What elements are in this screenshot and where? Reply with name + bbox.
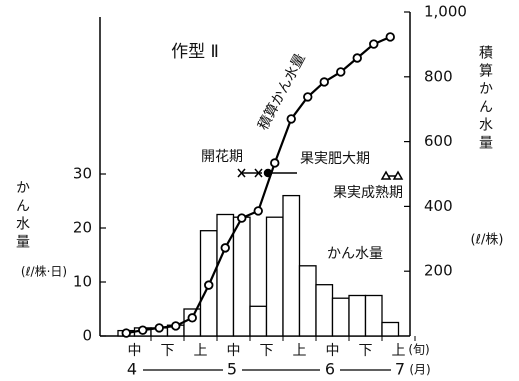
line-point bbox=[319, 77, 329, 87]
annotation: 開花期 bbox=[201, 149, 243, 165]
bar bbox=[216, 213, 235, 337]
y-tick-label: 0 bbox=[82, 327, 92, 345]
stage-markers bbox=[237, 168, 404, 180]
x-tick-label: 中 bbox=[227, 343, 241, 359]
line-point bbox=[138, 325, 148, 335]
month-label: 6 bbox=[325, 360, 335, 379]
series-label: 積算かん水量 bbox=[255, 51, 309, 133]
month-unit: (月) bbox=[409, 363, 430, 377]
y2-tick-label: 200 bbox=[424, 262, 453, 280]
bar bbox=[364, 294, 383, 337]
x-tick-label: 中 bbox=[326, 343, 340, 359]
y-tick-label: 10 bbox=[73, 273, 92, 291]
bar bbox=[298, 265, 317, 337]
month-label: 4 bbox=[127, 360, 137, 379]
line-point bbox=[121, 328, 131, 338]
y-tick-label: 20 bbox=[73, 219, 92, 237]
line-point bbox=[286, 114, 296, 124]
x-tick-label: 下 bbox=[260, 343, 274, 359]
y-axis-unit: (ℓ/株·日) bbox=[21, 264, 67, 279]
annotation: 果実肥大期 bbox=[300, 151, 370, 167]
chart-title: 作型 Ⅱ bbox=[171, 42, 219, 62]
x-tick-label: 上 bbox=[194, 343, 208, 359]
y2-axis-unit: (ℓ/株) bbox=[471, 233, 504, 248]
bar bbox=[348, 294, 367, 337]
line-point bbox=[154, 323, 164, 333]
bar bbox=[315, 284, 334, 337]
line-point bbox=[385, 32, 395, 42]
line-point bbox=[204, 280, 214, 290]
x-tick-label: 下 bbox=[359, 343, 373, 359]
x-tick-label: 上 bbox=[293, 343, 307, 359]
bar bbox=[381, 321, 400, 337]
month-label: 7 bbox=[395, 360, 405, 379]
x-tick-label: 中 bbox=[128, 343, 142, 359]
y2-tick-label: 800 bbox=[424, 67, 453, 85]
x-axis-unit: (旬) bbox=[408, 343, 429, 357]
y2-axis-label: 積算かん水量 bbox=[477, 45, 493, 153]
y2-tick-label: 600 bbox=[424, 132, 453, 150]
x-tick-label: 下 bbox=[161, 343, 175, 359]
line-point bbox=[171, 321, 181, 331]
bar bbox=[232, 216, 251, 337]
bar bbox=[282, 194, 301, 337]
y2-tick-label: 400 bbox=[424, 197, 453, 215]
x-tick-label: 上 bbox=[392, 343, 406, 359]
series-label: かん水量 bbox=[327, 246, 383, 262]
line-point bbox=[270, 158, 280, 168]
line-point bbox=[303, 92, 313, 102]
line-point bbox=[352, 53, 362, 63]
y2-tick-label: 1,000 bbox=[424, 3, 467, 21]
bar bbox=[249, 305, 268, 337]
line-point bbox=[369, 39, 379, 49]
line-point bbox=[220, 243, 230, 253]
line-point bbox=[237, 213, 247, 223]
line-point bbox=[336, 67, 346, 77]
line-point bbox=[187, 313, 197, 323]
month-label: 5 bbox=[227, 360, 237, 379]
bar bbox=[331, 297, 350, 337]
y-axis-label: かん水量 bbox=[14, 180, 30, 252]
bar bbox=[265, 216, 284, 337]
annotation: 果実成熟期 bbox=[333, 185, 403, 201]
y-tick-label: 30 bbox=[73, 165, 92, 183]
line-point bbox=[253, 206, 263, 216]
